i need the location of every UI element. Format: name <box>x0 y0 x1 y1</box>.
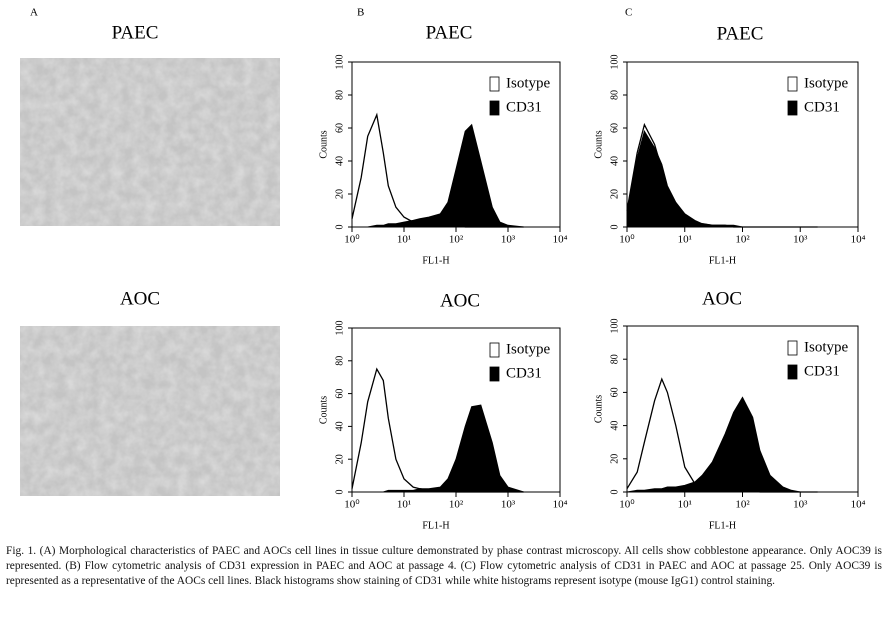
y-tick-label: 100 <box>334 321 345 336</box>
x-tick-label: 10¹ <box>397 499 411 511</box>
y-tick-label: 80 <box>334 356 345 366</box>
chart-title: AOC <box>702 288 742 309</box>
y-tick-label: 40 <box>334 156 345 166</box>
x-tick-label: 10⁰ <box>344 234 360 246</box>
x-tick-label: 10¹ <box>678 234 692 246</box>
chart-title: PAEC <box>426 22 473 43</box>
chart-title: PAEC <box>717 23 764 44</box>
y-tick-label: 0 <box>609 225 620 230</box>
legend-label: CD31 <box>804 99 840 115</box>
x-tick-label: 10⁰ <box>344 499 360 511</box>
y-tick-label: 80 <box>609 354 620 364</box>
legend-swatch <box>787 340 798 356</box>
y-axis-label: Counts <box>318 396 329 424</box>
y-tick-label: 0 <box>334 490 345 495</box>
y-tick-label: 0 <box>334 225 345 230</box>
x-axis-label: FL1-H <box>709 520 736 531</box>
x-axis-label: FL1-H <box>422 255 449 266</box>
histogram <box>352 404 524 493</box>
y-tick-label: 40 <box>334 421 345 431</box>
legend-swatch <box>489 76 500 92</box>
legend-swatch <box>787 100 798 116</box>
x-tick-label: 10⁴ <box>851 234 866 246</box>
y-tick-label: 100 <box>609 319 620 334</box>
legend-label: CD31 <box>506 99 542 115</box>
histogram <box>351 112 524 228</box>
panel-label: B <box>357 7 364 19</box>
histogram <box>626 396 818 493</box>
legend-label: Isotype <box>506 341 551 357</box>
y-tick-label: 60 <box>334 123 345 133</box>
micrograph-title: AOC <box>120 288 160 309</box>
x-tick-label: 10² <box>449 499 464 511</box>
legend-label: Isotype <box>804 339 849 355</box>
legend-swatch <box>787 76 798 92</box>
y-tick-label: 80 <box>609 90 620 100</box>
histogram <box>352 123 524 228</box>
legend-swatch <box>489 366 500 382</box>
legend-swatch <box>489 100 500 116</box>
legend-swatch <box>489 342 500 358</box>
panel-label: C <box>625 7 632 19</box>
y-axis-label: Counts <box>593 395 604 423</box>
legend-label: Isotype <box>506 75 551 91</box>
figure: A B C PAEC AOC PAEC 0 20 40 60 80 100 10⁰ 10¹ 10²… <box>20 7 866 531</box>
y-tick-label: 100 <box>334 55 345 70</box>
legend-label: CD31 <box>804 363 840 379</box>
x-tick-label: 10⁴ <box>553 234 568 246</box>
micrograph-texture <box>20 58 280 226</box>
x-tick-label: 10¹ <box>397 234 411 246</box>
x-tick-label: 10³ <box>501 234 516 246</box>
x-tick-label: 10³ <box>793 234 808 246</box>
y-tick-label: 60 <box>609 123 620 133</box>
legend-label: CD31 <box>506 365 542 381</box>
x-tick-label: 10⁰ <box>619 234 635 246</box>
y-tick-label: 20 <box>334 454 345 464</box>
y-tick-label: 0 <box>609 490 620 495</box>
x-axis-label: FL1-H <box>709 255 736 266</box>
y-tick-label: 80 <box>334 90 345 100</box>
micrograph-title: PAEC <box>112 22 159 43</box>
x-axis-label: FL1-H <box>422 520 449 531</box>
x-tick-label: 10⁴ <box>553 499 568 511</box>
y-tick-label: 20 <box>334 189 345 199</box>
y-tick-label: 60 <box>334 389 345 399</box>
y-tick-label: 40 <box>609 156 620 166</box>
x-tick-label: 10² <box>449 234 464 246</box>
x-tick-label: 10³ <box>793 499 808 511</box>
micrograph-texture <box>20 326 280 496</box>
legend-swatch <box>787 364 798 380</box>
x-tick-label: 10³ <box>501 499 516 511</box>
y-tick-label: 20 <box>609 454 620 464</box>
x-tick-label: 10⁴ <box>851 499 866 511</box>
chart-title: AOC <box>440 290 480 311</box>
x-tick-label: 10¹ <box>678 499 692 511</box>
y-tick-label: 60 <box>609 387 620 397</box>
y-tick-label: 20 <box>609 189 620 199</box>
panel-label: A <box>30 7 38 19</box>
y-axis-label: Counts <box>593 130 604 158</box>
y-axis-label: Counts <box>318 130 329 158</box>
legend-label: Isotype <box>804 75 849 91</box>
x-tick-label: 10² <box>735 499 750 511</box>
caption: Fig. 1. (A) Morphological characteristic… <box>6 545 882 587</box>
y-tick-label: 40 <box>609 421 620 431</box>
x-tick-label: 10² <box>735 234 750 246</box>
x-tick-label: 10⁰ <box>619 499 635 511</box>
y-tick-label: 100 <box>609 55 620 70</box>
